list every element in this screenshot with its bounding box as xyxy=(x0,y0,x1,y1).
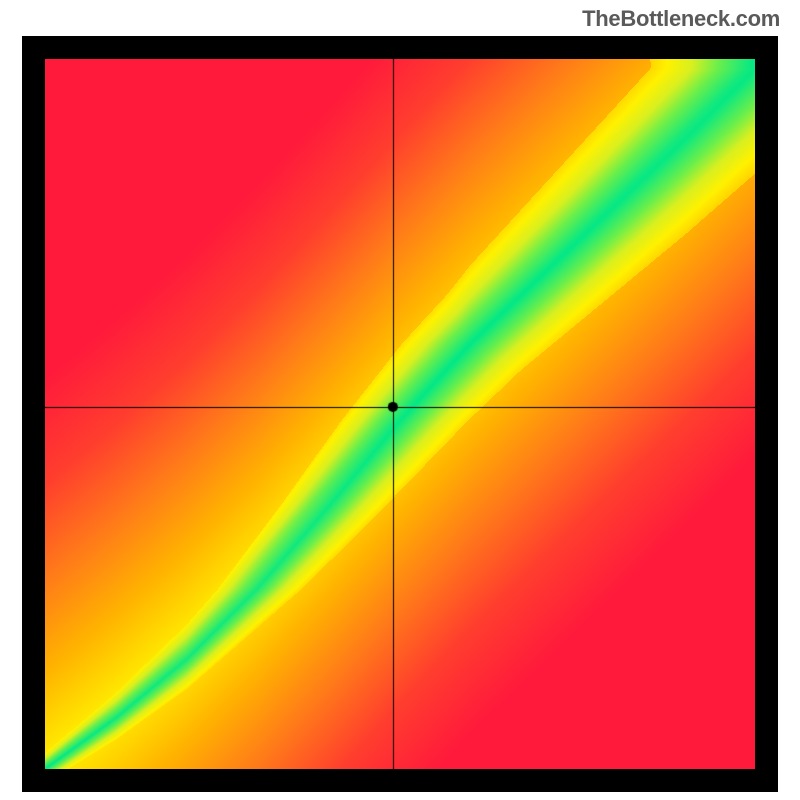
watermark-text: TheBottleneck.com xyxy=(582,6,780,32)
crosshair-overlay xyxy=(45,59,755,769)
chart-wrapper: TheBottleneck.com xyxy=(0,0,800,800)
outer-black-frame xyxy=(22,36,778,792)
